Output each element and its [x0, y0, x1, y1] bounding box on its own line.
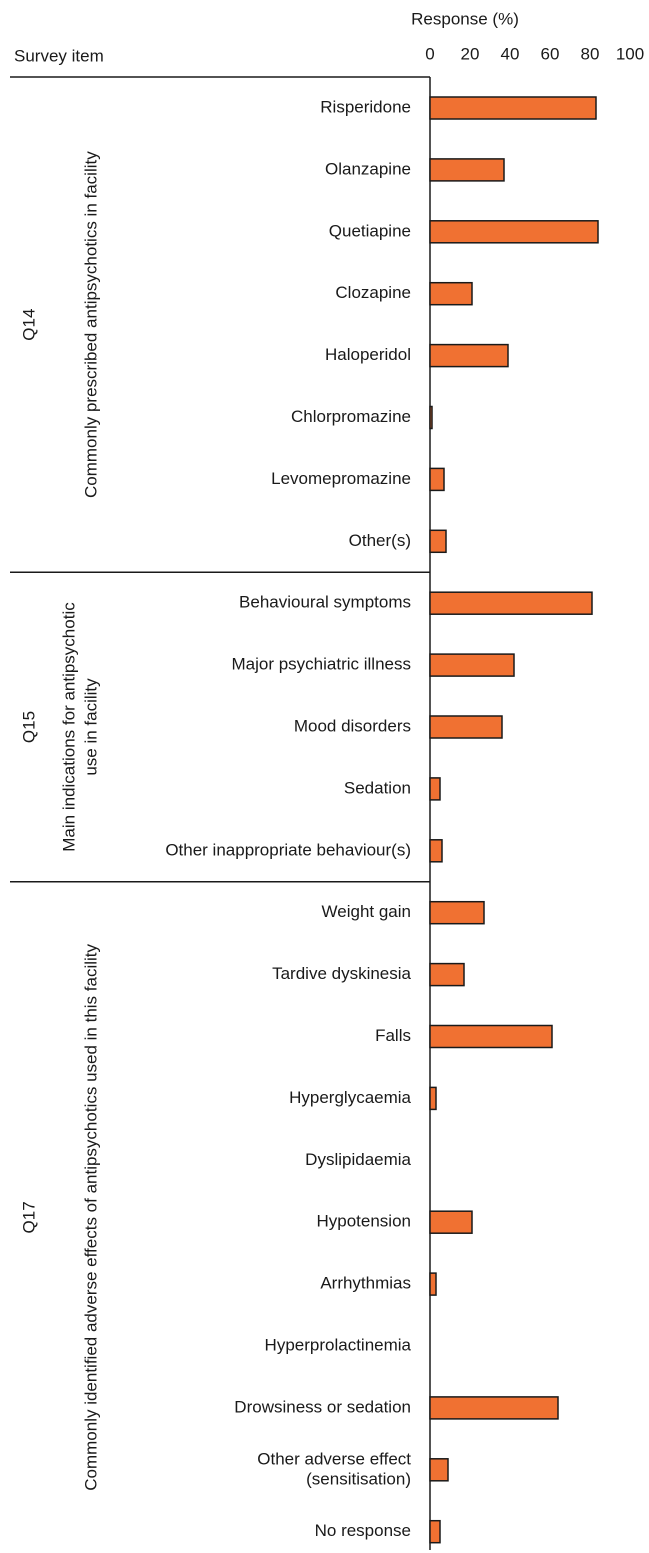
group-label: use in facility [81, 678, 100, 776]
bar [429, 1458, 449, 1482]
bar [429, 1210, 473, 1234]
bar [429, 1086, 437, 1111]
x-tick-label: 20 [461, 44, 480, 63]
x-tick-label: 0 [425, 44, 434, 63]
category-label: Major psychiatric illness [232, 655, 412, 674]
category-label: Arrhythmias [320, 1274, 411, 1293]
category-label: Dyslipidaemia [305, 1150, 411, 1169]
x-tick-label: 40 [501, 44, 520, 63]
bar [429, 467, 445, 492]
category-label: Quetiapine [329, 221, 411, 240]
y-axis-label: Survey item [14, 46, 104, 65]
category-label: Tardive dyskinesia [272, 964, 411, 983]
category-label: Hyperprolactinemia [265, 1335, 412, 1354]
group-name: Q15 [19, 711, 38, 743]
category-label: Risperidone [320, 97, 411, 116]
x-tick-label: 100 [616, 44, 644, 63]
bar [429, 777, 441, 801]
bar [429, 653, 515, 677]
category-label: Weight gain [322, 902, 411, 921]
group-name: Q17 [19, 1201, 38, 1233]
category-label: Haloperidol [325, 345, 411, 364]
group-label: Commonly prescribed antipsychotics in fa… [81, 151, 100, 498]
bar [429, 1024, 553, 1049]
bar [429, 1396, 559, 1420]
bar [429, 839, 443, 863]
bar [429, 405, 433, 430]
category-label: Hypotension [316, 1212, 411, 1231]
category-label: Other inappropriate behaviour(s) [165, 840, 411, 859]
bar [429, 715, 503, 739]
x-axis-label: Response (%) [411, 9, 519, 28]
group-name: Q14 [19, 309, 38, 341]
group-label: Commonly identified adverse effects of a… [81, 943, 100, 1490]
category-label: Olanzapine [325, 159, 411, 178]
bar [429, 158, 505, 182]
x-tick-label: 80 [581, 44, 600, 63]
category-label: Mood disorders [294, 716, 411, 735]
bar [429, 1272, 437, 1296]
category-label: Other(s) [349, 531, 411, 550]
bar [429, 1519, 441, 1544]
bar [429, 900, 485, 925]
category-label: Falls [375, 1026, 411, 1045]
category-label: Chlorpromazine [291, 407, 411, 426]
category-label: Clozapine [335, 283, 411, 302]
category-label: Drowsiness or sedation [234, 1397, 411, 1416]
bar [429, 281, 473, 306]
bar [429, 96, 597, 120]
category-label: Levomepromazine [271, 469, 411, 488]
category-label: No response [315, 1521, 411, 1540]
category-label: Hyperglycaemia [289, 1088, 411, 1107]
group-label: Main indications for antipsychotic [59, 602, 78, 852]
category-label: Sedation [344, 778, 411, 797]
bar [429, 529, 447, 554]
category-label: Other adverse effect [257, 1449, 411, 1468]
bar [429, 962, 465, 987]
bar [429, 220, 599, 244]
category-label: Behavioural symptoms [239, 593, 411, 612]
bar [429, 591, 593, 615]
bar [429, 343, 509, 368]
category-label: (sensitisation) [306, 1469, 411, 1488]
x-tick-label: 60 [541, 44, 560, 63]
